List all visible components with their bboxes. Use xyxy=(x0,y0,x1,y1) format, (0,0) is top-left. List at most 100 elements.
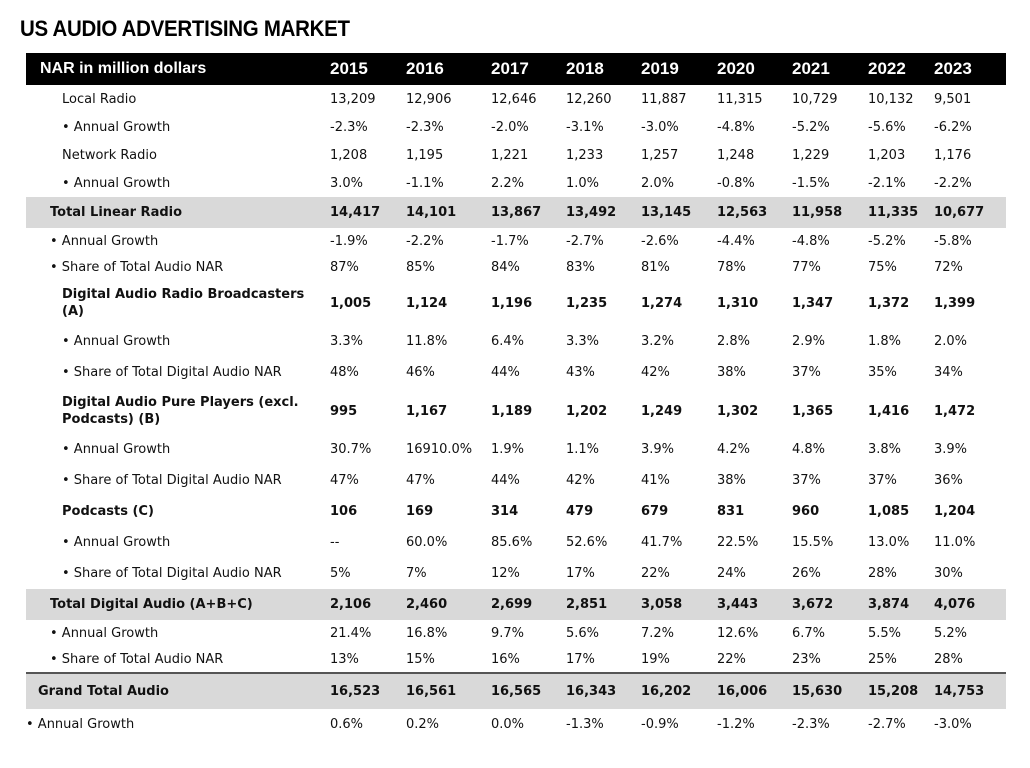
row-label: • Annual Growth xyxy=(26,434,330,465)
value-cell: 25% xyxy=(868,651,897,667)
row-label-text: Digital Audio Pure Players (excl. Podcas… xyxy=(62,395,299,427)
table-row: Digital Audio Radio Broadcasters (A) 1,00… xyxy=(26,280,1006,326)
value-cell: -3.0% xyxy=(641,119,679,135)
value-cell: 38% xyxy=(717,365,746,380)
value-cell: -3.0% xyxy=(934,717,972,732)
row-label-text: • Share of Total Digital Audio NAR xyxy=(62,365,282,380)
header-year: 2020 xyxy=(717,53,792,85)
value-cell: 37% xyxy=(792,473,821,488)
value-cell: 37% xyxy=(868,473,897,488)
value-cell: 24% xyxy=(717,566,746,581)
value-cell: 13,492 xyxy=(566,197,641,228)
header-year: 2018 xyxy=(566,53,641,85)
value-cell: -4.8% xyxy=(792,233,830,249)
value-cell: 1,310 xyxy=(717,295,759,311)
value-cell: 1.1% xyxy=(566,442,600,457)
value-cell: -2.7% xyxy=(566,233,604,249)
value-cell: 5.6% xyxy=(566,625,600,641)
value-cell: 16% xyxy=(491,651,520,667)
value-cell: 1,302 xyxy=(717,403,759,419)
value-cell: 47% xyxy=(406,473,435,488)
row-label-text: Total Linear Radio xyxy=(50,205,183,220)
value-cell: -5.8% xyxy=(934,233,972,249)
value-cell: 19% xyxy=(641,651,670,667)
header-year: 2015 xyxy=(330,53,406,85)
value-cell: 2,699 xyxy=(491,589,566,620)
value-cell: -1.3% xyxy=(566,717,604,732)
value-cell: 84% xyxy=(491,259,520,275)
value-cell: 16,565 xyxy=(491,672,566,709)
value-cell: 10,677 xyxy=(934,197,1006,228)
value-cell: 11.8% xyxy=(406,334,448,349)
value-cell: 16910.0% xyxy=(406,442,473,457)
value-cell: 14,101 xyxy=(406,197,491,228)
value-cell: 23% xyxy=(792,651,821,667)
header-year: 2022 xyxy=(868,53,934,85)
row-label: • Share of Total Digital Audio NAR xyxy=(26,465,330,496)
value-cell: 37% xyxy=(792,365,821,380)
value-cell: 314 xyxy=(491,504,519,519)
value-cell: 960 xyxy=(792,504,820,519)
value-cell: 0.2% xyxy=(406,717,440,732)
row-label: • Share of Total Digital Audio NAR xyxy=(26,357,330,388)
value-cell: 4,076 xyxy=(934,589,1006,620)
value-cell: 2.8% xyxy=(717,334,751,349)
value-cell: 1,167 xyxy=(406,403,448,419)
value-cell: 2,106 xyxy=(330,589,406,620)
value-cell: -2.3% xyxy=(406,119,444,135)
value-cell: 2.0% xyxy=(934,334,968,349)
value-cell: 17% xyxy=(566,566,595,581)
table-row: Total Digital Audio (A+B+C) 2,106 2,460 2,6… xyxy=(26,589,1006,620)
row-label: • Annual Growth xyxy=(26,228,330,254)
header-year: 2017 xyxy=(491,53,566,85)
table-row: Total Linear Radio 14,417 14,101 13,867 13,4… xyxy=(26,197,1006,228)
row-label: Grand Total Audio xyxy=(26,672,330,709)
value-cell: 21.4% xyxy=(330,625,372,641)
table-row: • Annual Growth 0.6% 0.2% 0.0% -1.3% -0.9% -1.… xyxy=(26,709,1006,740)
value-cell: 28% xyxy=(868,566,897,581)
table-row: • Annual Growth 21.4% 16.8% 9.7% 5.6% 7.2% 12.… xyxy=(26,620,1006,646)
row-label: • Annual Growth xyxy=(26,169,330,197)
value-cell: -4.8% xyxy=(717,119,755,135)
table-row: • Share of Total Audio NAR 87% 85% 84% 83% 81… xyxy=(26,254,1006,280)
value-cell: 1,347 xyxy=(792,295,834,311)
value-cell: 41% xyxy=(641,473,670,488)
row-label-text: • Annual Growth xyxy=(50,625,159,641)
value-cell: 38% xyxy=(717,473,746,488)
value-cell: 81% xyxy=(641,259,670,275)
table-row: Grand Total Audio 16,523 16,561 16,565 16,34… xyxy=(26,672,1006,709)
table-row: • Share of Total Digital Audio NAR 48% 46%… xyxy=(26,357,1006,388)
value-cell: 11.0% xyxy=(934,535,976,550)
value-cell: 13,867 xyxy=(491,197,566,228)
value-cell: 1.0% xyxy=(566,175,600,191)
row-label-text: • Share of Total Audio NAR xyxy=(50,259,224,275)
row-label-text: Total Digital Audio (A+B+C) xyxy=(50,597,253,612)
value-cell: 87% xyxy=(330,259,359,275)
value-cell: 3.9% xyxy=(934,442,968,457)
value-cell: 60.0% xyxy=(406,535,448,550)
value-cell: 3.3% xyxy=(330,334,364,349)
value-cell: 1,203 xyxy=(868,147,906,163)
row-label-text: • Share of Total Digital Audio NAR xyxy=(62,473,282,488)
value-cell: 1,202 xyxy=(566,403,608,419)
value-cell: 995 xyxy=(330,403,358,419)
value-cell: 0.0% xyxy=(491,717,525,732)
value-cell: 1,416 xyxy=(868,403,910,419)
value-cell: 4.2% xyxy=(717,442,751,457)
value-cell: 2.9% xyxy=(792,334,826,349)
value-cell: 12,260 xyxy=(566,91,612,107)
value-cell: 16,343 xyxy=(566,672,641,709)
value-cell: 6.7% xyxy=(792,625,826,641)
value-cell: 1,249 xyxy=(641,403,683,419)
table-row: • Share of Total Audio NAR 13% 15% 16% 17% 19… xyxy=(26,646,1006,673)
value-cell: 2,460 xyxy=(406,589,491,620)
value-cell: 0.6% xyxy=(330,717,364,732)
value-cell: 1,365 xyxy=(792,403,834,419)
value-cell: -1.7% xyxy=(491,233,529,249)
value-cell: 1,235 xyxy=(566,295,608,311)
value-cell: 16.8% xyxy=(406,625,448,641)
value-cell: -2.3% xyxy=(792,717,830,732)
value-cell: -4.4% xyxy=(717,233,755,249)
value-cell: 42% xyxy=(566,473,595,488)
value-cell: 5.2% xyxy=(934,625,968,641)
